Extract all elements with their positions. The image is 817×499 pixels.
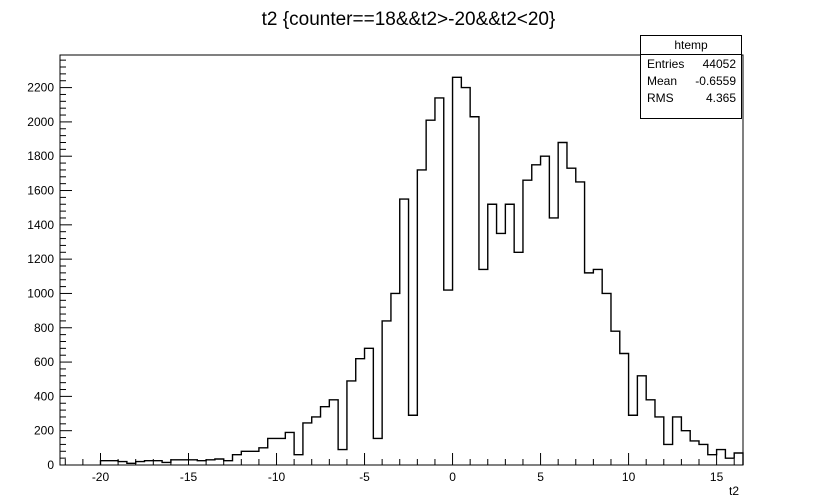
x-tick-label: -10 [268, 470, 286, 484]
x-axis-label: t2 [729, 484, 740, 498]
y-tick-label: 1800 [27, 149, 54, 163]
stats-value-mean: -0.6559 [695, 74, 736, 88]
y-tick-label: 400 [34, 389, 54, 403]
y-tick-labels: 0 200 400 600 800 1000 1200 1400 1600 1800 2000 220… [27, 81, 54, 472]
x-tick-labels: -20 -15 -10 -5 0 5 10 15 [92, 470, 724, 484]
plot-frame [59, 54, 744, 466]
y-tick-label: 1000 [27, 286, 54, 300]
stats-row-entries: Entries 44052 [641, 55, 741, 72]
y-tick-label: 1600 [27, 184, 54, 198]
stats-box: htemp Entries 44052 Mean -0.6559 RMS 4.3… [640, 35, 742, 119]
histogram-outline [99, 76, 744, 465]
stats-label-rms: RMS [647, 91, 674, 105]
y-tick-label: 600 [34, 355, 54, 369]
x-tick-label: 15 [710, 470, 724, 484]
x-tick-label: 0 [449, 470, 456, 484]
x-tick-label: -15 [180, 470, 198, 484]
y-tick-label: 800 [34, 321, 54, 335]
y-tick-label: 1200 [27, 252, 54, 266]
y-tick-label: 2000 [27, 115, 54, 129]
x-tick-label: 5 [537, 470, 544, 484]
chart-title: t2 {counter==18&&t2>-20&&t2<20} [261, 9, 556, 30]
stats-label-entries: Entries [647, 57, 685, 71]
x-tick-label: -5 [359, 470, 370, 484]
stats-label-mean: Mean [647, 74, 678, 88]
stats-value-rms: 4.365 [705, 91, 736, 105]
stats-row-mean: Mean -0.6559 [641, 72, 741, 89]
stats-box-title: htemp [641, 36, 741, 55]
axis-ticks [60, 59, 735, 466]
x-tick-label: -20 [92, 470, 110, 484]
stats-row-rms: RMS 4.365 [641, 89, 741, 106]
y-tick-label: 1400 [27, 218, 54, 232]
y-tick-label: 2200 [27, 81, 54, 95]
x-tick-label: 10 [622, 470, 636, 484]
y-tick-label: 200 [34, 424, 54, 438]
y-tick-label: 0 [47, 458, 54, 472]
stats-value-entries: 44052 [702, 57, 736, 71]
